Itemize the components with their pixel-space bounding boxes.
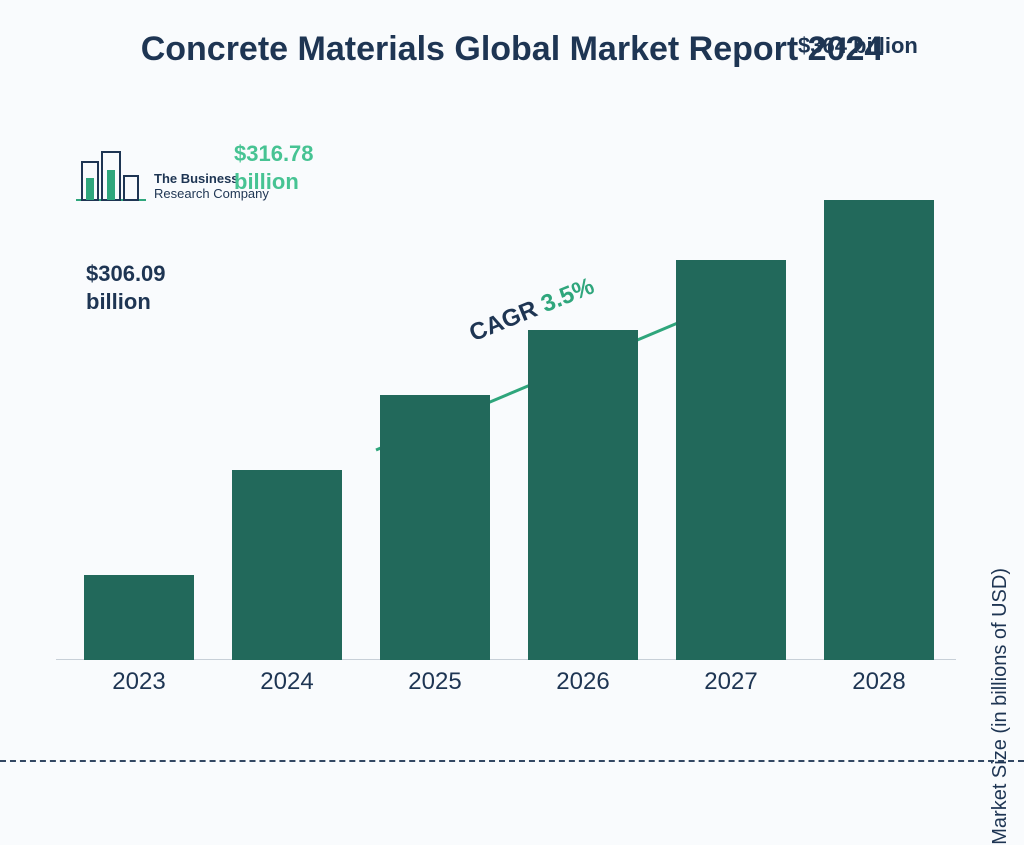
cagr-percent: 3.5% xyxy=(537,273,598,319)
xlabel-2027: 2027 xyxy=(676,668,786,696)
xlabel-2028: 2028 xyxy=(824,668,934,696)
value-label-2024: $316.78billion xyxy=(234,140,314,195)
footer-divider xyxy=(0,760,1024,762)
bar-2023 xyxy=(84,575,194,660)
xlabel-2025: 2025 xyxy=(380,668,490,696)
value-label-2023: $306.09billion xyxy=(86,260,166,315)
bar-2024 xyxy=(232,470,342,660)
y-axis-label: Market Size (in billions of USD) xyxy=(989,568,1012,845)
xlabel-2026: 2026 xyxy=(528,668,638,696)
xlabel-2024: 2024 xyxy=(232,668,342,696)
value-label-2028: $364 billion xyxy=(798,32,918,60)
bar-2027 xyxy=(676,260,786,660)
xlabel-2023: 2023 xyxy=(84,668,194,696)
bar-2026 xyxy=(528,330,638,660)
bar-2025 xyxy=(380,395,490,660)
bar-chart: CAGR 3.5% 202320242025202620272028 xyxy=(56,140,956,700)
bar-2028 xyxy=(824,200,934,660)
